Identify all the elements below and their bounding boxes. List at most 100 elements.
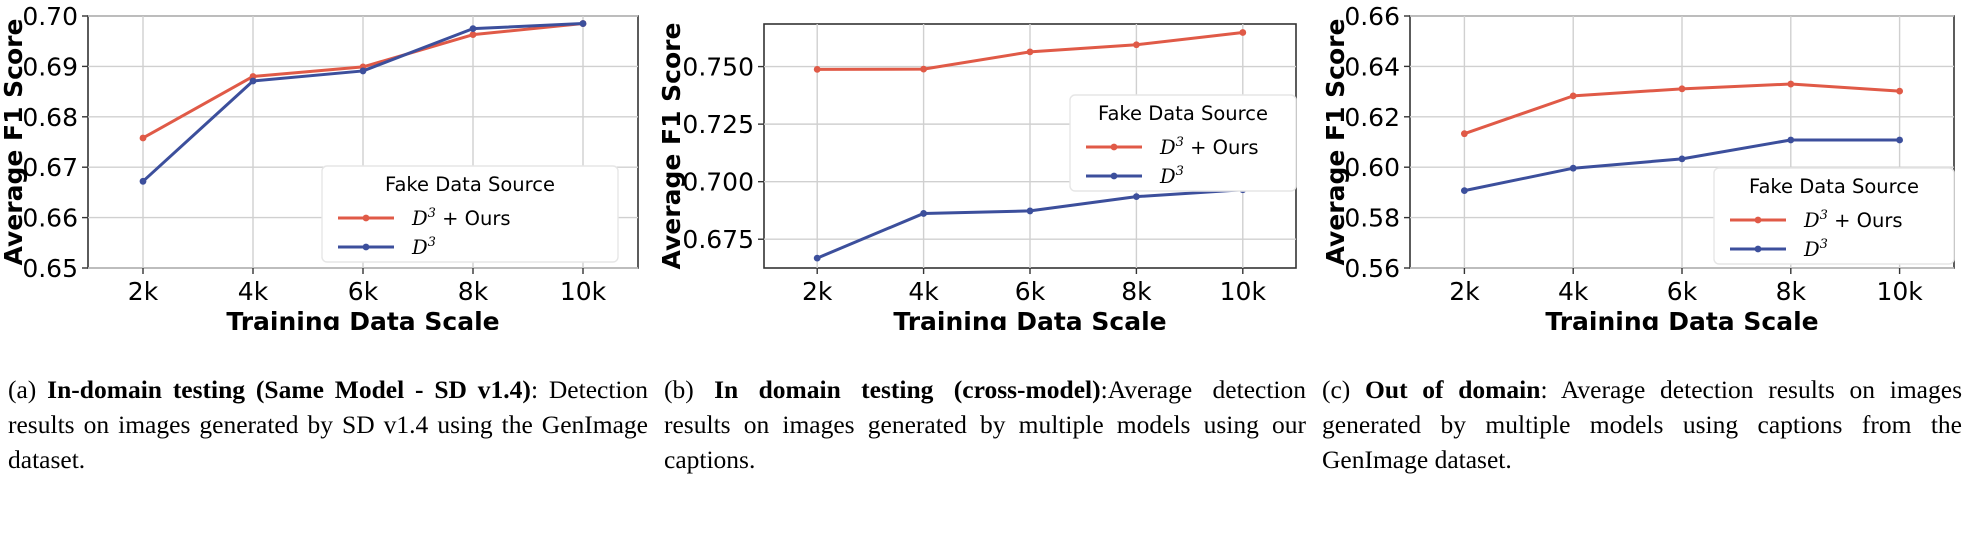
legend-label: D3 + Ours	[1803, 208, 1903, 232]
y-axis-title: Average F1 Score	[657, 23, 686, 270]
data-point	[139, 177, 147, 185]
legend: Fake Data Source D3 + Ours D3	[321, 165, 619, 263]
y-axis-title: Average F1 Score	[0, 19, 28, 266]
data-point	[469, 31, 477, 39]
data-point	[1133, 193, 1140, 201]
data-point	[1678, 85, 1686, 93]
data-point	[1461, 187, 1468, 195]
x-tick-label: 4k	[238, 277, 269, 306]
caption-a-bold: In-domain testing (Same Model - SD v1.4)	[47, 375, 531, 404]
data-point	[1896, 136, 1903, 144]
y-tick-label: 0.725	[682, 110, 754, 139]
legend-swatch-marker	[1110, 143, 1118, 151]
legend-label: D3 + Ours	[1159, 135, 1259, 159]
x-tick-label: 6k	[1015, 277, 1046, 306]
legend-label: D3	[1159, 164, 1184, 188]
legend-title: Fake Data Source	[1749, 175, 1919, 198]
caption-c-label: (c)	[1322, 375, 1351, 404]
legend-swatch-marker	[362, 214, 370, 222]
x-tick-label: 2k	[1449, 277, 1480, 306]
data-point	[1896, 87, 1903, 95]
y-tick-label: 0.69	[22, 52, 78, 81]
legend-box	[1713, 167, 1955, 265]
x-tick-label: 10k	[1876, 277, 1923, 306]
data-point	[579, 20, 587, 27]
legend-swatch-marker	[362, 243, 370, 251]
figure-panel-c: 0.56 0.58 0.60 0.62 0.64 0.66 2k 4k 6k 8k 10k Train…	[1314, 0, 1970, 538]
y-tick-label: 0.58	[1344, 204, 1400, 233]
y-tick-label: 0.675	[682, 225, 754, 254]
y-tick-label: 0.60	[1344, 153, 1400, 182]
chart-a: 0.65 0.66 0.67 0.68 0.69 0.70 2k 4k 6k 8k 10k Train…	[0, 0, 656, 330]
data-point	[1569, 164, 1577, 172]
legend-title: Fake Data Source	[385, 173, 555, 196]
legend-box	[321, 165, 619, 263]
caption-b-bold: In domain testing (cross-model)	[714, 375, 1101, 404]
caption-a-rest: : Detection results on images generated …	[8, 375, 649, 474]
data-point	[139, 134, 147, 142]
chart-a-svg: 0.65 0.66 0.67 0.68 0.69 0.70 2k 4k 6k 8k 10k Train…	[0, 2, 639, 330]
x-axis-title: Training Data Scale	[893, 307, 1166, 330]
legend-swatch-marker	[1754, 245, 1762, 253]
x-tick-label: 8k	[1776, 277, 1807, 306]
x-tick-label: 2k	[128, 277, 159, 306]
y-tick-label: 0.62	[1344, 103, 1400, 132]
x-tick-label: 8k	[1121, 277, 1152, 306]
legend-box	[1069, 94, 1297, 192]
x-tick-label: 10k	[1220, 277, 1267, 306]
chart-b-svg: 0.675 0.700 0.725 0.750 2k 4k 6k 8k 10k Training …	[657, 23, 1297, 330]
figure-panel-a: 0.65 0.66 0.67 0.68 0.69 0.70 2k 4k 6k 8k 10k Train…	[0, 0, 656, 538]
data-point	[359, 67, 367, 75]
caption-c-rest: : Average detection results on images ge…	[1322, 375, 1962, 474]
legend-label: D3 + Ours	[411, 206, 511, 230]
data-point	[1026, 207, 1034, 215]
y-tick-label: 0.67	[22, 153, 78, 182]
x-tick-label: 6k	[1667, 277, 1698, 306]
caption-a-label: (a)	[8, 375, 37, 404]
y-tick-label: 0.750	[682, 53, 754, 82]
y-tick-label: 0.68	[22, 103, 78, 132]
data-point	[249, 77, 257, 85]
caption-b-rest: :Average detection results on images gen…	[664, 375, 1306, 474]
x-tick-label: 6k	[348, 277, 379, 306]
legend-swatch-marker	[1110, 172, 1118, 180]
x-tick-label: 2k	[802, 277, 833, 306]
legend-title: Fake Data Source	[1098, 102, 1268, 125]
data-point	[813, 65, 821, 73]
data-point	[1026, 48, 1034, 56]
data-point	[813, 254, 821, 262]
caption-c: (c) Out of domain: Average detection res…	[1322, 372, 1962, 477]
data-point	[920, 65, 927, 73]
data-point	[920, 210, 927, 217]
x-tick-label: 4k	[908, 277, 939, 306]
y-tick-label: 0.700	[682, 168, 754, 197]
y-tick-label: 0.65	[22, 254, 78, 283]
data-point	[1678, 155, 1686, 163]
x-axis-title: Training Data Scale	[1545, 307, 1818, 330]
caption-b-label: (b)	[664, 375, 694, 404]
caption-c-bold: Out of domain	[1365, 375, 1541, 404]
x-axis-title: Training Data Scale	[226, 307, 499, 330]
data-point	[1787, 80, 1795, 88]
x-tick-label: 10k	[560, 277, 607, 306]
legend: Fake Data Source D3 + Ours D3	[1713, 167, 1955, 265]
caption-a: (a) In-domain testing (Same Model - SD v…	[8, 372, 648, 477]
data-point	[1239, 29, 1247, 36]
data-point	[1787, 136, 1795, 144]
y-tick-label: 0.64	[1344, 52, 1400, 81]
x-tick-label: 4k	[1558, 277, 1589, 306]
chart-c-svg: 0.56 0.58 0.60 0.62 0.64 0.66 2k 4k 6k 8k 10k Train…	[1321, 2, 1955, 330]
legend-label: D3	[1803, 237, 1828, 261]
y-tick-label: 0.66	[1344, 2, 1400, 31]
y-tick-label: 0.70	[22, 2, 78, 31]
chart-b: 0.675 0.700 0.725 0.750 2k 4k 6k 8k 10k Training …	[656, 0, 1312, 330]
data-point	[469, 25, 477, 32]
data-point	[1461, 130, 1468, 138]
data-point	[1133, 41, 1140, 49]
legend: Fake Data Source D3 + Ours D3	[1069, 94, 1297, 192]
data-point	[1569, 92, 1577, 100]
caption-b: (b) In domain testing (cross-model):Aver…	[664, 372, 1306, 477]
x-tick-label: 8k	[458, 277, 489, 306]
y-axis-title: Average F1 Score	[1321, 19, 1350, 266]
